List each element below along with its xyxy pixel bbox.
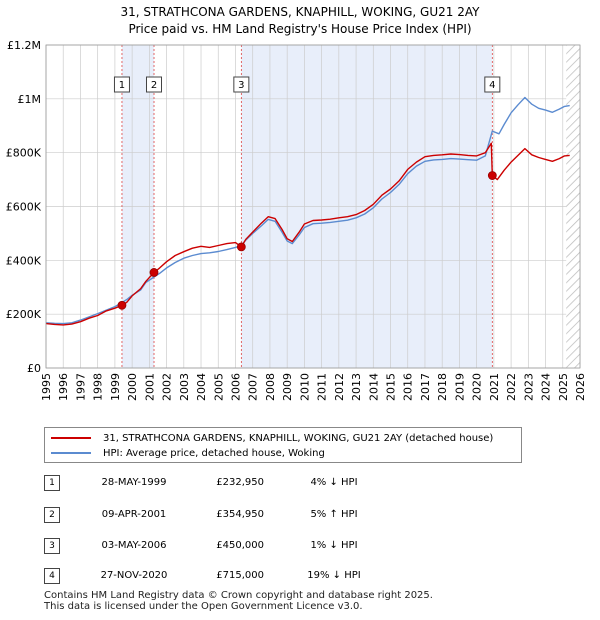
transaction-marker-box xyxy=(484,76,501,93)
x-tick-label: 2006 xyxy=(229,373,242,401)
x-tick-label: 2012 xyxy=(333,373,346,401)
footer-licence: This data is licensed under the Open Gov… xyxy=(44,601,363,612)
tx-hpi-diff: 19% ↓ HPI xyxy=(307,570,361,581)
x-tick-label: 2015 xyxy=(385,373,398,401)
x-tick-label: 1998 xyxy=(92,373,105,401)
y-tick-label: £800K xyxy=(6,147,42,160)
x-tick-label: 2023 xyxy=(522,373,535,401)
x-tick-label: 2017 xyxy=(419,373,432,401)
transaction-point xyxy=(149,268,159,277)
tx-hpi-diff: 1% ↓ HPI xyxy=(310,540,358,551)
x-tick-label: 2010 xyxy=(298,373,311,401)
x-tick-label: 2026 xyxy=(574,373,587,401)
x-tick-label: 2003 xyxy=(178,373,191,401)
price-chart: 1 2 3 4 £0 £200K £400K £600K £800K £1M £1.2M 1995 1… xyxy=(6,39,587,401)
tx-date: 09-APR-2001 xyxy=(101,509,167,520)
tx-number-badge: 4 xyxy=(44,568,60,584)
x-tick-label: 2009 xyxy=(281,373,294,401)
table-row: 4 27-NOV-2020 £715,000 19% ↓ HPI xyxy=(44,568,444,584)
tx-price: £450,000 xyxy=(216,540,264,551)
transaction-marker-box xyxy=(113,76,130,93)
transaction-point xyxy=(487,171,497,180)
tx-hpi-diff: 5% ↑ HPI xyxy=(310,509,358,520)
x-tick-label: 2014 xyxy=(367,373,380,401)
legend-item-property: 31, STRATHCONA GARDENS, KNAPHILL, WOKING… xyxy=(51,431,493,445)
tx-price: £354,950 xyxy=(216,509,264,520)
tx-price: £232,950 xyxy=(216,477,264,488)
legend-item-hpi: HPI: Average price, detached house, Woki… xyxy=(51,446,325,460)
legend-label-hpi: HPI: Average price, detached house, Woki… xyxy=(103,447,325,459)
x-tick-label: 2018 xyxy=(436,373,449,401)
table-row: 3 03-MAY-2006 £450,000 1% ↓ HPI xyxy=(44,538,444,554)
x-tick-label: 2007 xyxy=(247,373,260,401)
future-hatch xyxy=(566,45,580,368)
transaction-marker-box xyxy=(233,76,250,93)
x-tick-label: 2004 xyxy=(195,373,208,401)
x-tick-label: 2021 xyxy=(488,373,501,401)
tx-date: 28-MAY-1999 xyxy=(101,477,167,488)
y-tick-label: £200K xyxy=(6,308,42,321)
tx-date: 03-MAY-2006 xyxy=(101,540,167,551)
x-tick-label: 2024 xyxy=(540,373,553,401)
transaction-marker-label: 1 xyxy=(119,80,125,91)
transaction-point xyxy=(236,242,246,252)
table-row: 1 28-MAY-1999 £232,950 4% ↓ HPI xyxy=(44,475,444,491)
x-tick-label: 1995 xyxy=(40,373,53,401)
x-tick-label: 2013 xyxy=(350,373,363,401)
y-tick-label: £600K xyxy=(6,201,42,214)
transaction-marker-box xyxy=(146,76,163,93)
transaction-marker-label: 4 xyxy=(489,80,495,91)
table-row: 2 09-APR-2001 £354,950 5% ↑ HPI xyxy=(44,507,444,523)
tx-number-badge: 2 xyxy=(44,507,60,523)
x-tick-label: 2020 xyxy=(471,373,484,401)
legend: 31, STRATHCONA GARDENS, KNAPHILL, WOKING… xyxy=(44,427,522,463)
x-tick-label: 2016 xyxy=(402,373,415,401)
x-tick-label: 2002 xyxy=(161,373,174,401)
y-tick-label: £1M xyxy=(18,93,42,106)
transaction-point xyxy=(117,300,127,310)
tx-date: 27-NOV-2020 xyxy=(100,570,168,581)
x-tick-label: 2011 xyxy=(316,373,329,401)
legend-swatch-property xyxy=(51,437,91,439)
y-tick-label: £1.2M xyxy=(7,39,41,52)
tx-hpi-diff: 4% ↓ HPI xyxy=(310,477,358,488)
plot-frame xyxy=(45,44,581,369)
x-tick-label: 2005 xyxy=(212,373,225,401)
x-tick-label: 2019 xyxy=(453,373,466,401)
tx-number-badge: 3 xyxy=(44,538,60,554)
x-tick-label: 1996 xyxy=(57,373,70,401)
transaction-marker-label: 3 xyxy=(238,80,244,91)
x-tick-label: 2001 xyxy=(143,373,156,401)
x-tick-label: 2022 xyxy=(505,373,518,401)
x-tick-label: 1997 xyxy=(74,373,87,401)
legend-swatch-hpi xyxy=(51,452,91,454)
y-tick-label: £400K xyxy=(6,254,42,267)
footer-copyright: Contains HM Land Registry data © Crown c… xyxy=(44,590,433,601)
chart-title: 31, STRATHCONA GARDENS, KNAPHILL, WOKING… xyxy=(120,5,480,19)
transaction-marker-label: 2 xyxy=(151,80,157,91)
tx-number-badge: 1 xyxy=(44,475,60,491)
x-tick-label: 1999 xyxy=(109,373,122,401)
y-tick-label: £0 xyxy=(27,362,41,375)
legend-label-property: 31, STRATHCONA GARDENS, KNAPHILL, WOKING… xyxy=(103,432,494,444)
x-tick-label: 2000 xyxy=(126,373,139,401)
tx-price: £715,000 xyxy=(216,570,264,581)
chart-subtitle: Price paid vs. HM Land Registry's House … xyxy=(128,22,472,36)
x-tick-label: 2008 xyxy=(264,373,277,401)
x-tick-label: 2025 xyxy=(557,373,570,401)
